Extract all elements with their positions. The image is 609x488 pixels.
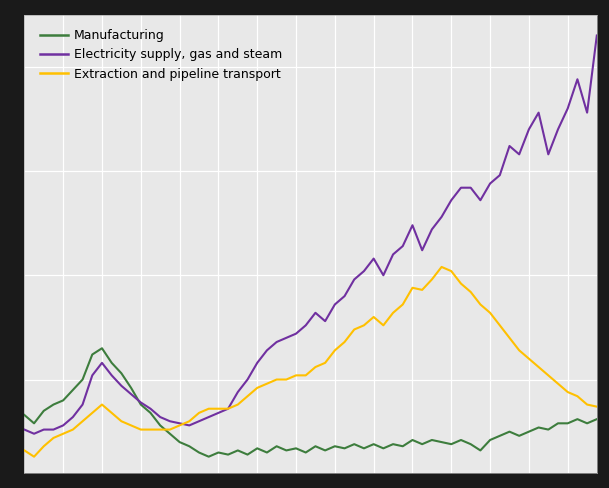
Electricity supply, gas and steam	[195, 418, 203, 424]
Manufacturing	[98, 346, 105, 351]
Line: Electricity supply, gas and steam: Electricity supply, gas and steam	[24, 36, 597, 434]
Electricity supply, gas and steam	[21, 427, 28, 432]
Line: Extraction and pipeline transport: Extraction and pipeline transport	[24, 267, 597, 457]
Electricity supply, gas and steam	[593, 33, 600, 39]
Electricity supply, gas and steam	[389, 251, 396, 257]
Manufacturing	[176, 439, 183, 445]
Legend: Manufacturing, Electricity supply, gas and steam, Extraction and pipeline transp: Manufacturing, Electricity supply, gas a…	[37, 25, 286, 84]
Manufacturing	[225, 452, 232, 458]
Manufacturing	[205, 454, 213, 460]
Manufacturing	[21, 412, 28, 418]
Extraction and pipeline transport	[593, 404, 600, 409]
Extraction and pipeline transport	[389, 310, 396, 316]
Extraction and pipeline transport	[195, 410, 203, 416]
Electricity supply, gas and steam	[30, 431, 38, 437]
Extraction and pipeline transport	[176, 423, 183, 428]
Electricity supply, gas and steam	[127, 391, 135, 397]
Electricity supply, gas and steam	[176, 420, 183, 426]
Manufacturing	[195, 449, 203, 455]
Electricity supply, gas and steam	[225, 406, 232, 412]
Line: Manufacturing: Manufacturing	[24, 348, 597, 457]
Manufacturing	[234, 447, 242, 453]
Electricity supply, gas and steam	[215, 410, 222, 416]
Extraction and pipeline transport	[21, 447, 28, 453]
Extraction and pipeline transport	[438, 264, 445, 270]
Manufacturing	[399, 443, 406, 449]
Extraction and pipeline transport	[215, 406, 222, 412]
Manufacturing	[593, 416, 600, 422]
Manufacturing	[127, 385, 135, 391]
Extraction and pipeline transport	[30, 454, 38, 460]
Extraction and pipeline transport	[127, 423, 135, 428]
Extraction and pipeline transport	[225, 406, 232, 412]
